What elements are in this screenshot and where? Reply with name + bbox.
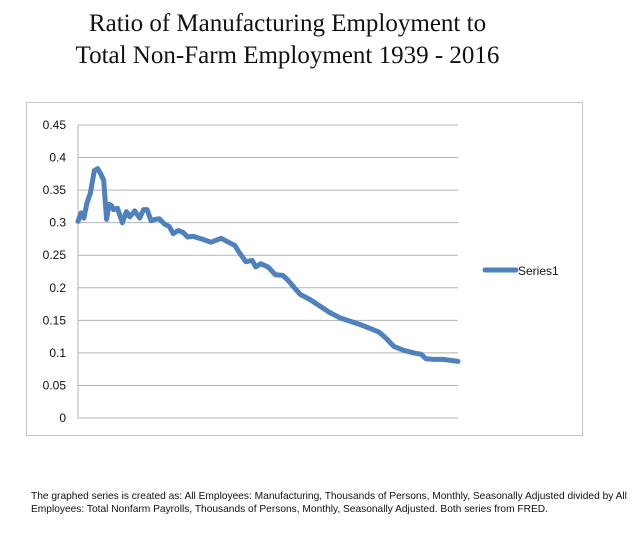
chart-title-line-2: Total Non-Farm Employment 1939 - 2016 (75, 42, 500, 69)
y-tick-label: 0.25 (43, 248, 67, 262)
chart-title-line-1: Ratio of Manufacturing Employment to (88, 10, 487, 37)
legend-label: Series1 (518, 264, 559, 278)
y-tick-label: 0.05 (43, 378, 67, 392)
y-tick-label: 0.1 (49, 346, 66, 360)
y-tick-label: 0.3 (49, 216, 66, 230)
y-tick-label: 0.45 (43, 118, 67, 132)
y-tick-label: 0 (59, 411, 66, 425)
y-tick-label: 0.15 (43, 313, 67, 327)
y-tick-label: 0.4 (49, 151, 66, 165)
y-tick-label: 0.35 (43, 183, 67, 197)
chart-source-caption: The graphed series is created as: All Em… (31, 491, 627, 515)
series-line-series1 (75, 166, 461, 364)
y-tick-label: 0.2 (49, 281, 66, 295)
chart-title: Ratio of Manufacturing Employment to Tot… (0, 8, 575, 72)
